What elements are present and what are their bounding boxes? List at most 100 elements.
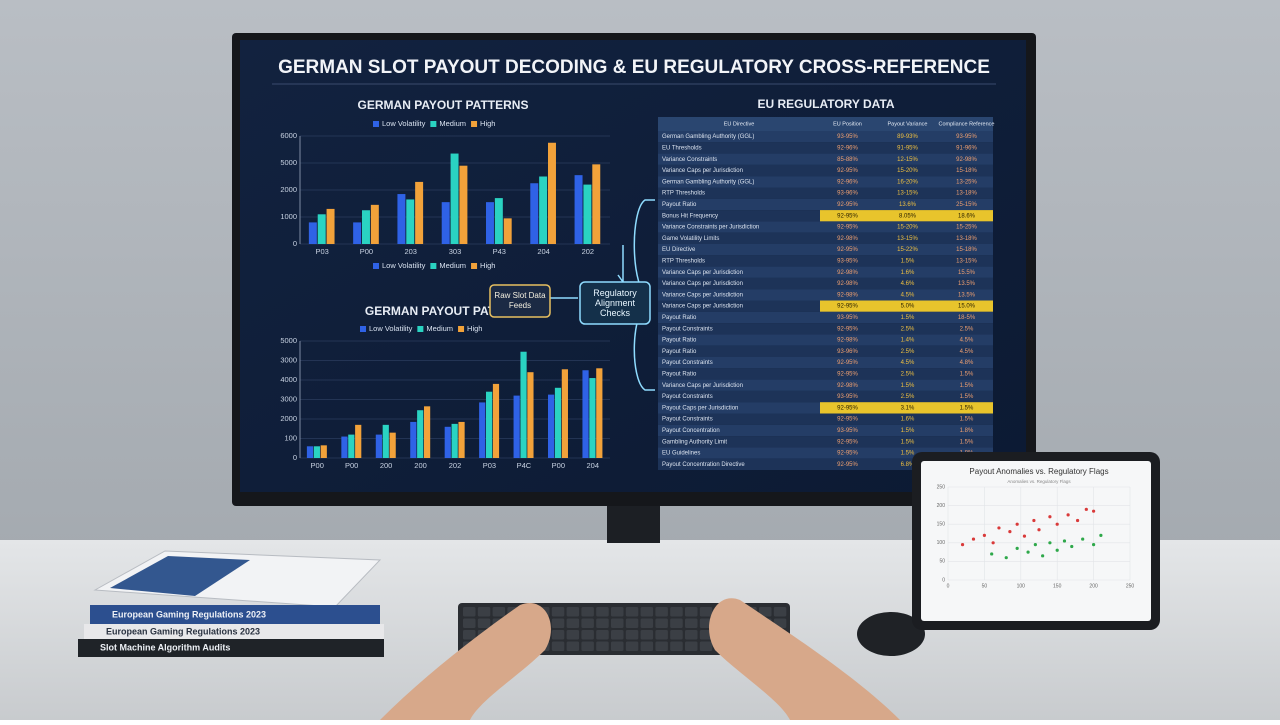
key <box>670 607 683 617</box>
book-cover <box>110 556 250 596</box>
bar <box>492 383 500 458</box>
key <box>596 618 609 628</box>
legend-label: Low Volatility <box>369 324 413 333</box>
table-cell: 2.5% <box>901 394 915 400</box>
y-tick-label: 3000 <box>280 355 297 364</box>
legend-swatch <box>360 326 366 332</box>
bar <box>548 142 556 244</box>
book-spine <box>90 605 380 625</box>
table-cell: 15-22% <box>897 247 918 253</box>
table-row <box>658 368 993 380</box>
legend-label: Medium <box>439 261 466 270</box>
table-cell: 93-95% <box>837 315 858 321</box>
key <box>759 607 772 617</box>
y-tick-label: 5000 <box>280 158 297 167</box>
key <box>685 618 698 628</box>
point <box>1041 554 1045 558</box>
chart-title: GERMAN PAYOUT PATTERNS <box>358 98 529 112</box>
table-cell: 92-95% <box>837 304 858 310</box>
table-cell: 1.5% <box>960 405 974 411</box>
table-cell: 1.5% <box>960 372 974 378</box>
x-tick-label: 250 <box>1126 583 1135 589</box>
key <box>463 607 476 617</box>
point <box>982 533 987 537</box>
y-tick-label: 100 <box>937 540 946 546</box>
legend-swatch <box>471 263 478 269</box>
key <box>625 618 639 628</box>
tablet-chart: Payout Anomalies vs. Regulatory Flags Ano… <box>937 467 1135 589</box>
key <box>670 641 683 651</box>
table-cell: 5.0% <box>901 304 915 310</box>
key <box>625 641 639 651</box>
bar <box>513 395 520 458</box>
legend-swatch <box>430 263 437 269</box>
table-cell: 85-88% <box>837 157 858 163</box>
x-tick-label: 150 <box>1053 583 1062 589</box>
table-cell: 1.5% <box>901 315 915 321</box>
key <box>566 641 580 651</box>
table-cell: 92-95% <box>837 326 858 332</box>
table-cell: 13-15% <box>956 259 977 265</box>
legend-swatch <box>373 263 379 269</box>
y-tick-label: 4000 <box>280 375 297 384</box>
key <box>566 630 580 640</box>
table-cell: 12-15% <box>897 157 918 163</box>
table-cell: 16-20% <box>897 179 918 185</box>
table-cell: 1.5% <box>901 428 915 434</box>
table-row <box>658 311 993 324</box>
table-cell: 4.5% <box>901 360 915 366</box>
point <box>1037 528 1041 532</box>
legend-label: High <box>467 324 482 333</box>
monitor-stand <box>607 505 660 543</box>
legend-label: Medium <box>439 119 466 128</box>
table-cell: Variance Caps per Jurisdiction <box>662 383 743 389</box>
bar <box>486 202 494 244</box>
key <box>670 618 683 628</box>
table-header: Payout Variance <box>888 121 928 127</box>
legend-label: High <box>480 261 495 270</box>
legend-swatch <box>471 121 478 127</box>
table-cell: Gambling Authority Limit <box>662 439 727 445</box>
y-tick-label: 100 <box>284 433 297 442</box>
table-cell: 92-95% <box>837 202 858 208</box>
chart-title: Payout Anomalies vs. Regulatory Flags <box>969 467 1108 476</box>
key <box>655 618 668 628</box>
table-cell: Payout Concentration Directive <box>662 462 745 468</box>
x-tick-label: 203 <box>404 247 417 256</box>
x-tick-label: 50 <box>982 583 988 589</box>
bar <box>313 446 320 458</box>
table-cell: 13-18% <box>956 236 977 242</box>
table-row <box>658 153 993 165</box>
table-row <box>658 323 993 335</box>
table-cell: 13-15% <box>897 236 918 242</box>
table-cell: Variance Caps per Jurisdiction <box>662 281 743 287</box>
key <box>611 607 624 617</box>
table-cell: 4.5% <box>960 338 974 344</box>
key <box>477 607 491 617</box>
point <box>1066 513 1070 517</box>
table-cell: 1.5% <box>901 439 915 445</box>
key <box>551 641 565 651</box>
bar <box>326 208 335 244</box>
table-cell: 92-95% <box>837 360 858 366</box>
legend-label: High <box>480 119 495 128</box>
book-spine <box>78 639 384 657</box>
table-cell: 1.8% <box>960 428 974 434</box>
table-cell: 91-95% <box>897 146 918 152</box>
x-tick-label: 0 <box>947 583 950 589</box>
table-row <box>658 289 993 301</box>
legend-swatch <box>430 121 437 127</box>
key <box>477 618 491 628</box>
point <box>1084 507 1088 511</box>
key <box>685 641 698 651</box>
table-cell: Payout Constraints <box>662 394 713 400</box>
y-tick-label: 6000 <box>280 131 297 140</box>
table-cell: 92-98% <box>837 338 858 344</box>
right-hand <box>709 598 900 720</box>
table-cell: 13-18% <box>956 191 977 197</box>
x-tick-label: P00 <box>360 247 373 256</box>
bar <box>539 176 548 244</box>
table-row <box>658 266 993 278</box>
table-row <box>658 390 993 403</box>
bar <box>370 204 379 244</box>
